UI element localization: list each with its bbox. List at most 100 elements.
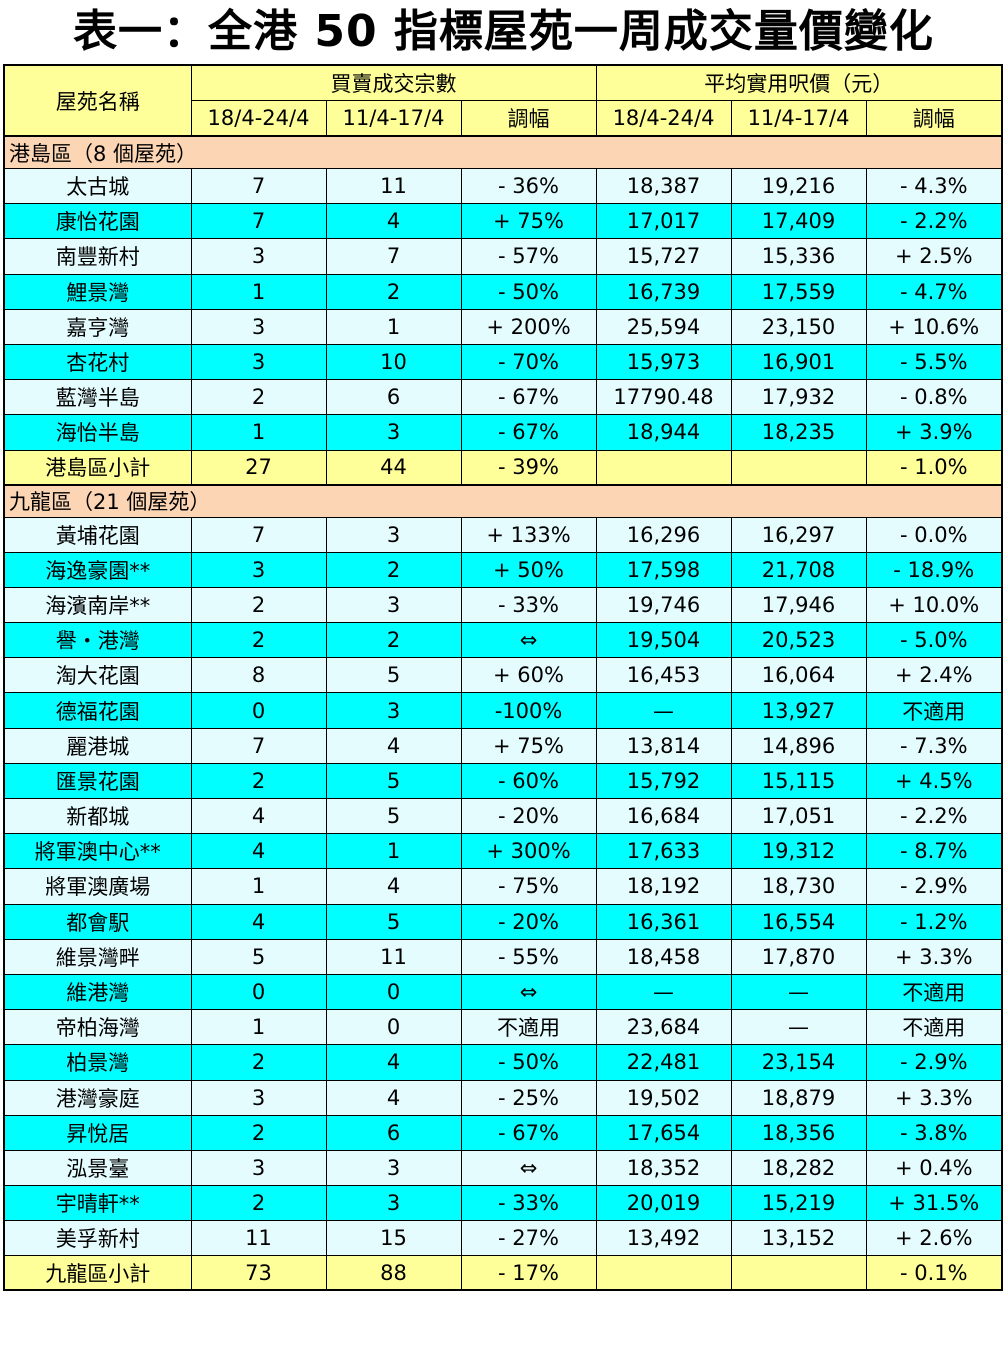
- estate-name-cell: 泓景臺: [3, 1149, 192, 1187]
- table-row: 港灣豪庭 3 4- 25% 19,502 18,879 + 3.3%: [3, 1079, 1003, 1116]
- price-current-cell: 16,684: [595, 797, 732, 835]
- price-previous-cell: 15,115: [730, 762, 867, 800]
- estate-name-cell: 新都城: [3, 797, 192, 835]
- tx-current-cell: 4: [190, 833, 327, 870]
- estate-table: 屋苑名稱 買賣成交宗數 平均實用呎價（元） 18/4-24/4 11/4-17/…: [3, 64, 1004, 1292]
- price-previous-cell: 16,554: [730, 903, 867, 940]
- price-previous-cell: 17,946: [730, 586, 867, 624]
- price-change-cell: - 2.9%: [865, 868, 1003, 905]
- price-current-cell: 16,453: [595, 657, 732, 694]
- table-row: 匯景花園 2 5- 60% 15,792 15,115 + 4.5%: [3, 762, 1003, 800]
- tx-change-cell: + 75%: [460, 203, 597, 240]
- price-previous-cell: 18,356: [730, 1114, 867, 1151]
- tx-current-cell: 2: [190, 762, 327, 800]
- subtotal-estate-name-cell: 九龍區小計: [3, 1255, 192, 1291]
- tx-previous-cell: 5: [325, 797, 462, 835]
- tx-current-cell: 2: [190, 586, 327, 624]
- estate-name-cell: 鯉景灣: [3, 273, 192, 310]
- estate-name-cell: 維景灣畔: [3, 938, 192, 975]
- price-current-cell: 18,458: [595, 938, 732, 975]
- subtotal-tx-previous-cell: 44: [325, 449, 462, 485]
- tx-change-cell: - 67%: [460, 1114, 597, 1151]
- table-row: 海濱南岸** 2 3- 33% 19,746 17,946 + 10.0%: [3, 586, 1003, 624]
- estate-name-cell: 藍灣半島: [3, 379, 192, 416]
- price-change-cell: - 1.2%: [865, 903, 1003, 940]
- tx-change-cell: + 300%: [460, 833, 597, 870]
- subtotal-tx-change-cell: - 39%: [460, 449, 597, 485]
- price-current-cell: —: [595, 973, 732, 1011]
- price-period-current: 18/4-24/4: [595, 100, 732, 137]
- tx-change-cell: - 36%: [460, 167, 597, 205]
- price-change-cell: + 10.6%: [865, 308, 1003, 345]
- estate-name-cell: 帝柏海灣: [3, 1009, 192, 1046]
- price-change-cell: - 3.8%: [865, 1114, 1003, 1151]
- price-change-cell: 不適用: [865, 973, 1003, 1011]
- subtotal-price-current-cell: [595, 449, 732, 485]
- estate-name-cell: 港灣豪庭: [3, 1079, 192, 1116]
- section-heading-row: 九龍區（21 個屋苑）: [3, 483, 1003, 518]
- avg-price-header: 平均實用呎價（元）: [595, 64, 1003, 101]
- tx-period-previous: 11/4-17/4: [325, 100, 462, 137]
- estate-name-cell: 美孚新村: [3, 1220, 192, 1257]
- tx-change-cell: - 20%: [460, 797, 597, 835]
- price-previous-cell: 17,870: [730, 938, 867, 975]
- subtotal-price-previous-cell: [730, 1255, 867, 1291]
- tx-current-cell: 1: [190, 1009, 327, 1046]
- tx-change-cell: - 75%: [460, 868, 597, 905]
- tx-current-cell: 4: [190, 903, 327, 940]
- price-previous-cell: 19,312: [730, 833, 867, 870]
- estate-name-cell: 德福花園: [3, 692, 192, 729]
- price-current-cell: 17,017: [595, 203, 732, 240]
- tx-previous-cell: 6: [325, 1114, 462, 1151]
- tx-previous-cell: 3: [325, 692, 462, 729]
- price-change-cell: - 7.3%: [865, 727, 1003, 764]
- tx-change-cell: -100%: [460, 692, 597, 729]
- tx-change-cell: - 67%: [460, 414, 597, 451]
- price-current-cell: 19,746: [595, 586, 732, 624]
- tx-previous-cell: 1: [325, 833, 462, 870]
- table-row: 將軍澳中心** 4 1 + 300% 17,633 19,312- 8.7%: [3, 833, 1003, 870]
- estate-name-cell: 麗港城: [3, 727, 192, 764]
- price-previous-cell: 13,152: [730, 1220, 867, 1257]
- tx-current-cell: 1: [190, 868, 327, 905]
- tx-change-cell: - 60%: [460, 762, 597, 800]
- price-change-cell: + 4.5%: [865, 762, 1003, 800]
- tx-change-cell: - 50%: [460, 273, 597, 310]
- estate-name-cell: 海濱南岸**: [3, 586, 192, 624]
- transactions-header: 買賣成交宗數: [190, 64, 597, 101]
- price-change-cell: 不適用: [865, 692, 1003, 729]
- price-previous-cell: 16,901: [730, 343, 867, 381]
- estate-name-cell: 海怡半島: [3, 414, 192, 451]
- price-change-cell: - 5.0%: [865, 622, 1003, 659]
- price-change-cell: + 3.3%: [865, 1079, 1003, 1116]
- price-change-cell: - 4.3%: [865, 167, 1003, 205]
- tx-previous-cell: 15: [325, 1220, 462, 1257]
- price-previous-cell: 16,297: [730, 516, 867, 553]
- price-previous-cell: 18,235: [730, 414, 867, 451]
- subtotal-tx-change-cell: - 17%: [460, 1255, 597, 1291]
- price-current-cell: 20,019: [595, 1185, 732, 1222]
- table-row: 新都城 4 5- 20% 16,684 17,051- 2.2%: [3, 797, 1003, 835]
- tx-previous-cell: 0: [325, 973, 462, 1011]
- price-previous-cell: 17,559: [730, 273, 867, 310]
- price-change-cell: 不適用: [865, 1009, 1003, 1046]
- tx-change-cell: - 67%: [460, 379, 597, 416]
- price-previous-cell: 20,523: [730, 622, 867, 659]
- header-row: 屋苑名稱 買賣成交宗數 平均實用呎價（元）: [3, 64, 1003, 137]
- price-current-cell: 23,684: [595, 1009, 732, 1046]
- table-row: 將軍澳廣場 1 4- 75% 18,192 18,730- 2.9%: [3, 868, 1003, 905]
- tx-current-cell: 3: [190, 238, 327, 275]
- price-current-cell: 15,973: [595, 343, 732, 381]
- tx-previous-cell: 5: [325, 903, 462, 940]
- tx-change-cell: ⇔: [460, 973, 597, 1011]
- table-row: 康怡花園 7 4 + 75% 17,017 17,409- 2.2%: [3, 203, 1003, 240]
- price-previous-cell: 21,708: [730, 551, 867, 588]
- price-previous-cell: 18,730: [730, 868, 867, 905]
- table-row: 維景灣畔 5 11- 55% 18,458 17,870 + 3.3%: [3, 938, 1003, 975]
- price-change-cell: + 31.5%: [865, 1185, 1003, 1222]
- price-current-cell: 18,192: [595, 868, 732, 905]
- table-row: 維港灣 0 0 ⇔ — — 不適用: [3, 973, 1003, 1011]
- price-current-cell: 17,633: [595, 833, 732, 870]
- tx-period-current: 18/4-24/4: [190, 100, 327, 137]
- tx-change-cell: - 70%: [460, 343, 597, 381]
